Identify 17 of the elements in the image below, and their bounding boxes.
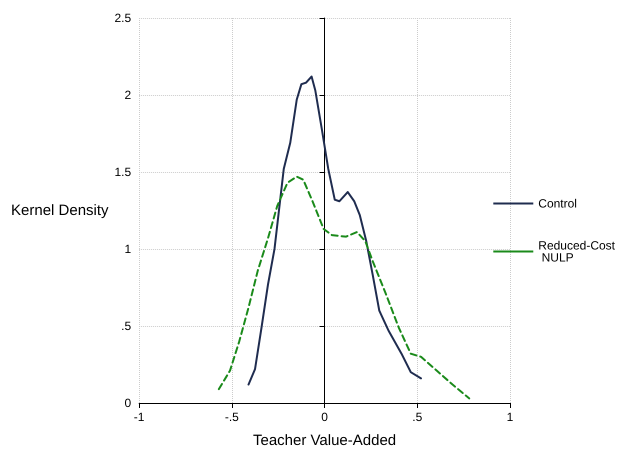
line-series (248, 76, 422, 386)
y-axis-title: Kernel Density (11, 202, 110, 219)
y-tick-label: 0 (124, 396, 132, 410)
y-tick-label: 1.5 (114, 165, 132, 179)
y-tick-label: .5 (121, 319, 132, 333)
y-tick-label: 1 (124, 242, 132, 256)
x-tick-label: 0 (321, 410, 328, 424)
line-series (218, 176, 470, 400)
y-tick-label: 2 (124, 88, 132, 102)
x-tick-label: 1 (506, 410, 514, 424)
y-tick-label: 2.5 (114, 11, 132, 25)
x-tick-label: -1 (134, 410, 145, 424)
legend-label: Control (538, 196, 577, 210)
x-tick-label: .5 (412, 410, 423, 424)
legend-label: Reduced-Cost NULP (538, 238, 616, 264)
x-tick-label: -.5 (224, 410, 240, 424)
x-axis-title: Teacher Value-Added (252, 432, 396, 449)
